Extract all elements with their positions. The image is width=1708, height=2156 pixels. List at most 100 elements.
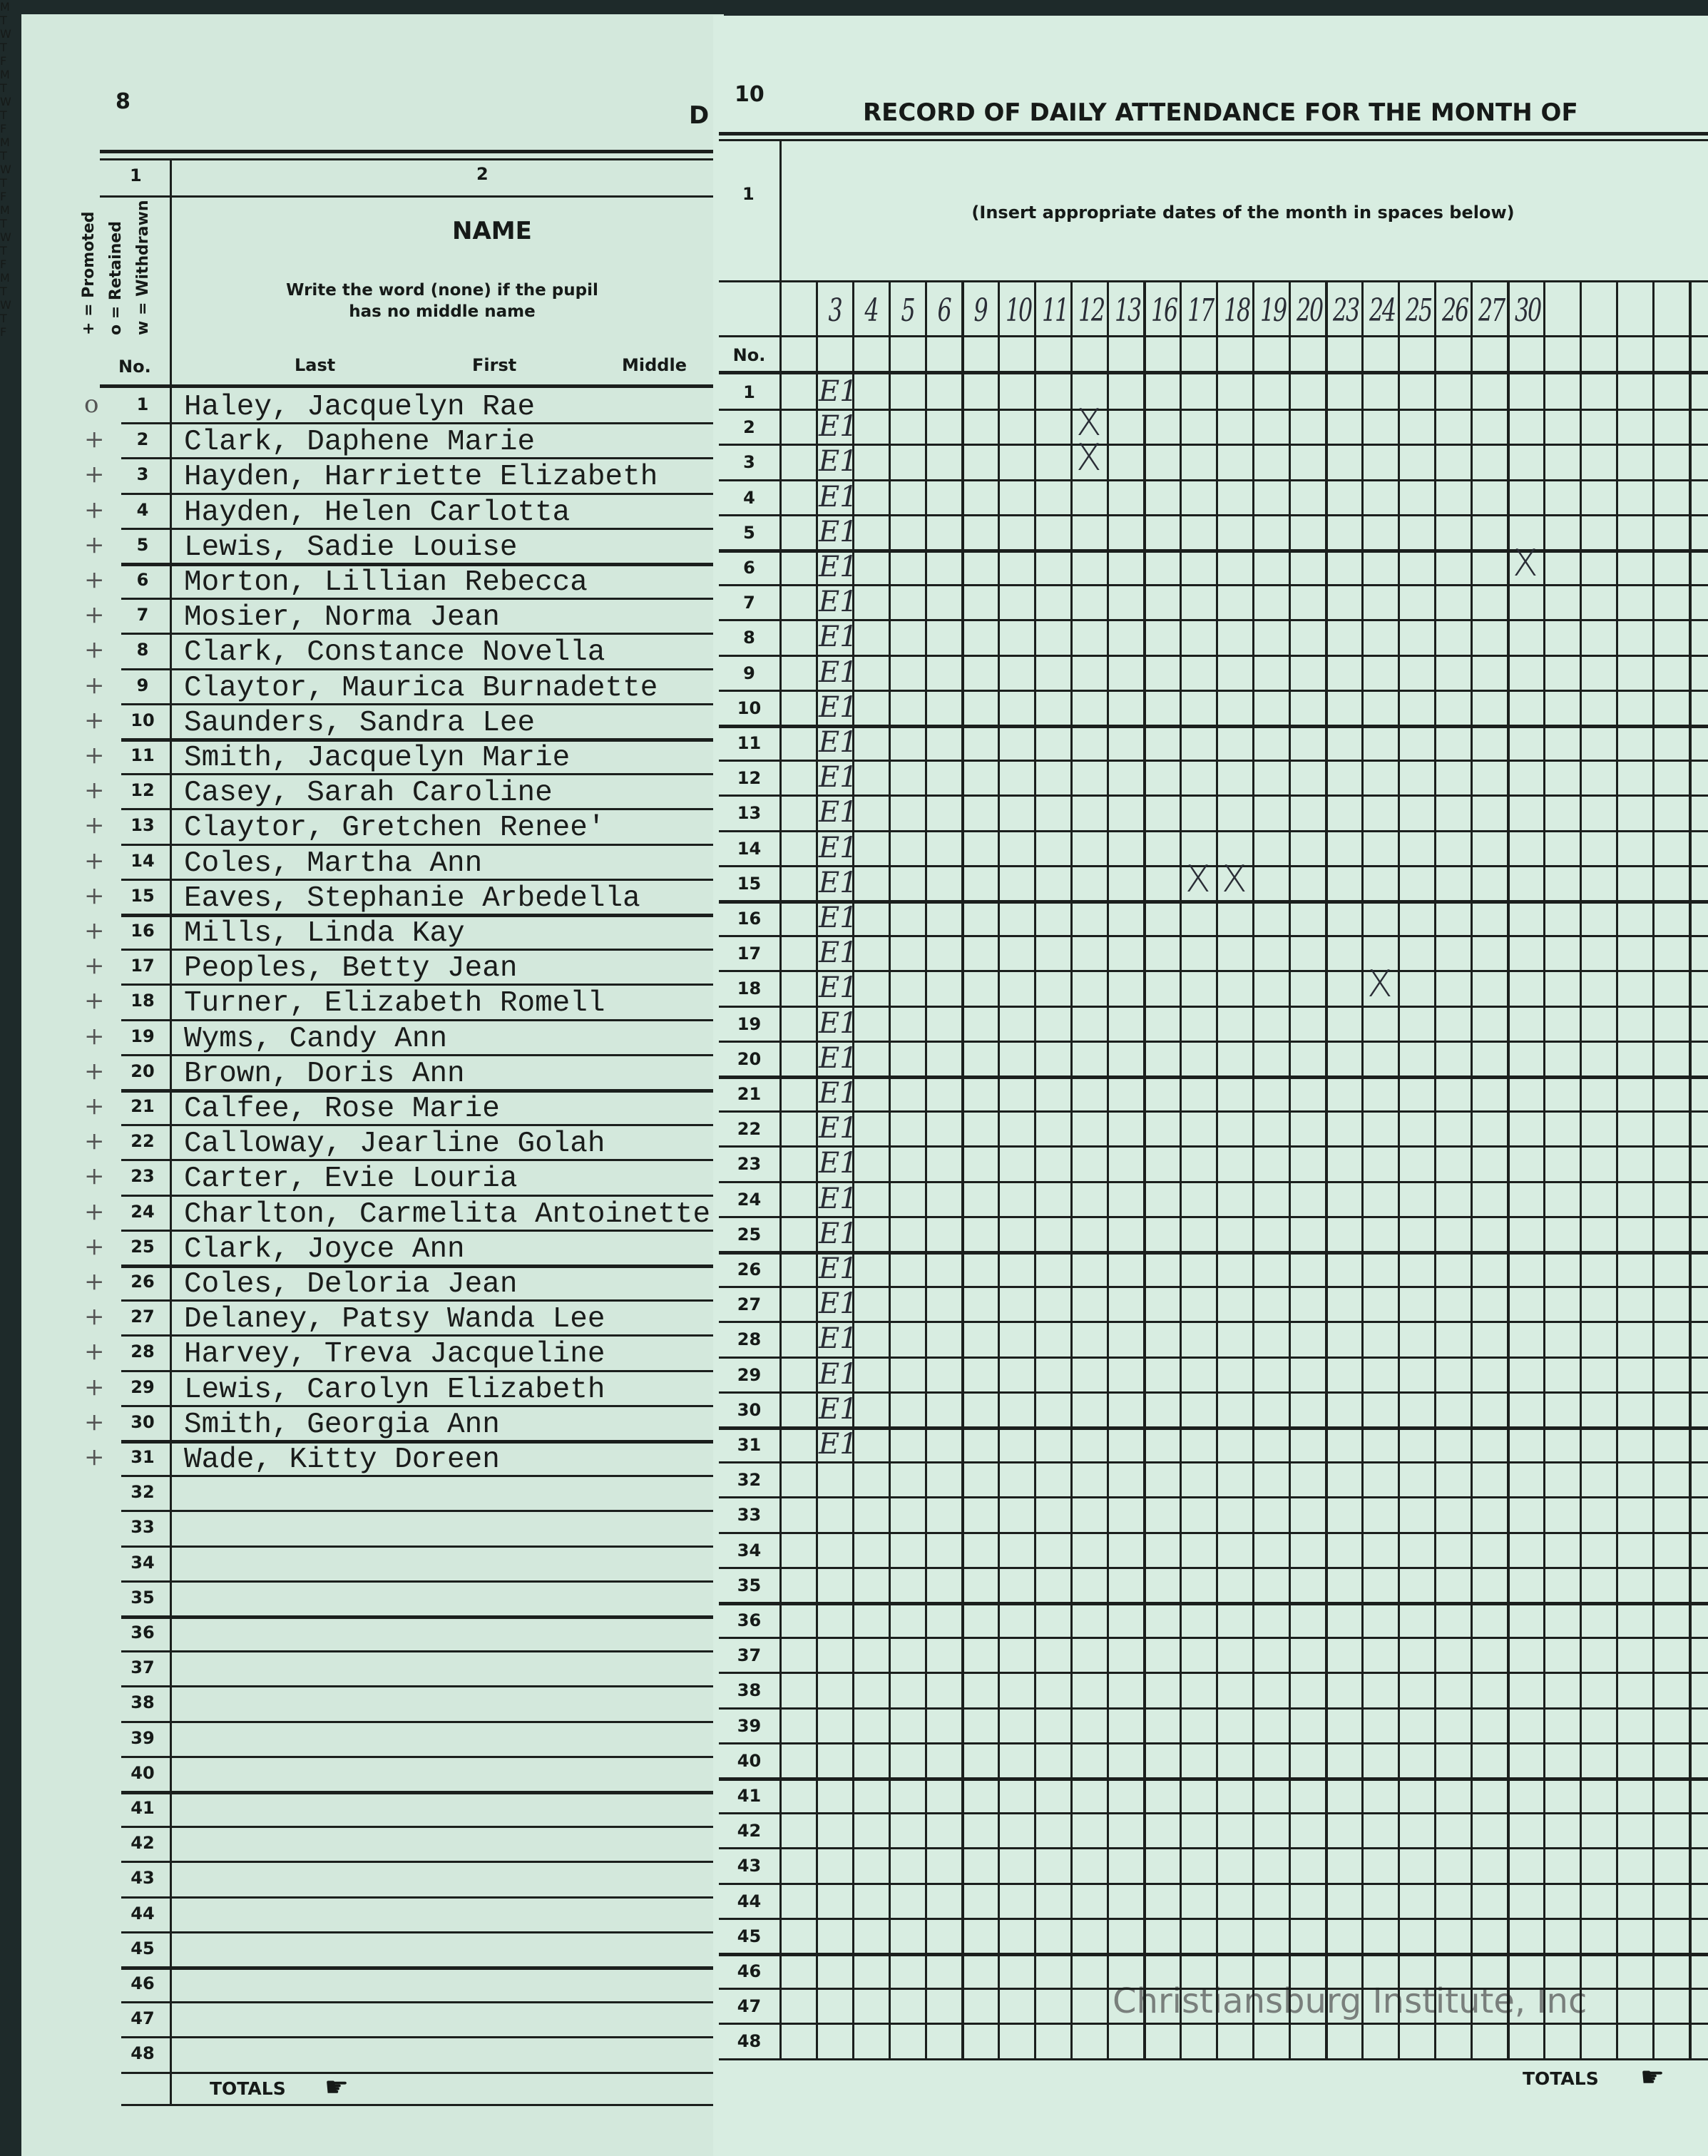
pupil-name: Charlton, Carmelita Antoinette	[184, 1198, 711, 1231]
row-number: 6	[743, 558, 755, 578]
row-line	[121, 1685, 713, 1687]
pupil-name: Brown, Doris Ann	[184, 1058, 465, 1090]
status-mark: +	[84, 1232, 105, 1261]
day-column-line	[925, 282, 927, 2059]
row-line	[719, 1110, 1708, 1113]
date-entry-text: 26	[1442, 292, 1469, 329]
day-column-line	[1070, 282, 1073, 2059]
row-number: 11	[131, 745, 155, 765]
pupil-name: Lewis, Carolyn Elizabeth	[184, 1374, 605, 1406]
row-number: 41	[737, 1786, 762, 1806]
date-entry: 17	[1182, 292, 1214, 329]
row-number: 42	[737, 1821, 762, 1841]
row-line	[719, 1812, 1708, 1814]
legend-retained: o = Retained	[107, 221, 125, 335]
date-entry-text: 16	[1151, 292, 1178, 329]
entry-mark: E1	[819, 971, 858, 1004]
row-number: 37	[737, 1645, 762, 1665]
row-number: 4	[743, 488, 755, 508]
row-number: 48	[737, 2031, 762, 2051]
day-column-line	[1471, 282, 1473, 2059]
date-entry: 24	[1364, 292, 1396, 329]
date-entry: 3	[819, 292, 851, 329]
row-line	[121, 1615, 713, 1619]
date-entry-text: 5	[901, 292, 916, 329]
row-line	[121, 808, 713, 810]
row-number: 19	[737, 1014, 762, 1034]
row-line	[121, 1791, 713, 1794]
row-line	[719, 1602, 1708, 1605]
row-number: 11	[737, 733, 762, 753]
day-column-line	[1180, 282, 1182, 2059]
status-mark: +	[84, 1057, 105, 1085]
pupil-name: Coles, Deloria Jean	[184, 1268, 518, 1301]
header-rule	[100, 150, 713, 153]
pupil-name: Clark, Constance Novella	[184, 636, 605, 669]
entry-mark: E1	[819, 1322, 858, 1355]
row-number: 17	[131, 956, 155, 976]
date-entry-text: 30	[1515, 292, 1542, 329]
row-line	[719, 830, 1708, 832]
row-number: 13	[131, 815, 155, 835]
row-line	[121, 528, 713, 530]
pupil-name: Claytor, Maurica Burnadette	[184, 672, 658, 705]
row-line	[719, 2023, 1708, 2025]
row-number: 25	[737, 1225, 762, 1245]
weekday-rule	[719, 335, 1708, 337]
row-number: 48	[131, 2043, 155, 2063]
row-line	[121, 1826, 713, 1828]
absence-mark: X	[1076, 436, 1102, 479]
weekday-label: T	[0, 176, 7, 190]
row-line	[719, 2058, 1708, 2060]
name-part-last: Last	[295, 355, 336, 375]
pupil-name: Smith, Georgia Ann	[184, 1409, 500, 1441]
weekday-label: T	[0, 312, 7, 325]
right-totals-label: TOTALS	[1523, 2068, 1599, 2089]
row-number: 36	[737, 1610, 762, 1630]
row-line	[121, 1440, 713, 1444]
row-number: 22	[131, 1131, 155, 1151]
row-number: 29	[737, 1365, 762, 1385]
row-number: 18	[131, 991, 155, 1011]
row-number: 38	[131, 1692, 155, 1712]
status-mark: +	[84, 566, 105, 594]
status-mark: +	[84, 496, 105, 524]
weekday-label: W	[0, 163, 11, 176]
date-entry: 4	[855, 292, 887, 329]
row-line	[121, 984, 713, 986]
row-line	[121, 2072, 713, 2074]
row-number: 22	[737, 1119, 762, 1139]
row-line	[121, 1405, 713, 1407]
entry-mark: E1	[819, 656, 858, 689]
row-number: 4	[136, 500, 149, 520]
row-number: 20	[131, 1061, 155, 1081]
date-entry-text: 17	[1187, 292, 1214, 329]
row-number: 26	[737, 1260, 762, 1279]
date-entry-text: 13	[1115, 292, 1142, 329]
row-number: 19	[131, 1026, 155, 1046]
row-line	[121, 1756, 713, 1758]
row-line	[121, 2036, 713, 2038]
row-line	[121, 633, 713, 635]
date-entry: 25	[1401, 292, 1433, 329]
row-number: 18	[737, 979, 762, 998]
right-no-label: No.	[732, 345, 766, 365]
right-column-number: 1	[742, 184, 755, 204]
row-number: 45	[131, 1938, 155, 1958]
row-line	[121, 493, 713, 495]
date-entry: 27	[1473, 292, 1505, 329]
status-mark: +	[84, 986, 105, 1015]
day-column-line	[1616, 282, 1618, 2059]
row-number: 44	[737, 1891, 762, 1911]
left-page	[21, 14, 724, 2156]
row-number: 44	[131, 1904, 155, 1923]
weekday-label: F	[0, 325, 7, 339]
row-number: 9	[743, 663, 755, 683]
row-number: 3	[743, 452, 755, 472]
row-line	[719, 1988, 1708, 1990]
row-number: 12	[737, 768, 762, 788]
row-number: 16	[737, 909, 762, 929]
pupil-name: Turner, Elizabeth Romell	[184, 987, 605, 1020]
pupil-name: Mills, Linda Kay	[184, 917, 465, 950]
row-line	[121, 1159, 713, 1161]
